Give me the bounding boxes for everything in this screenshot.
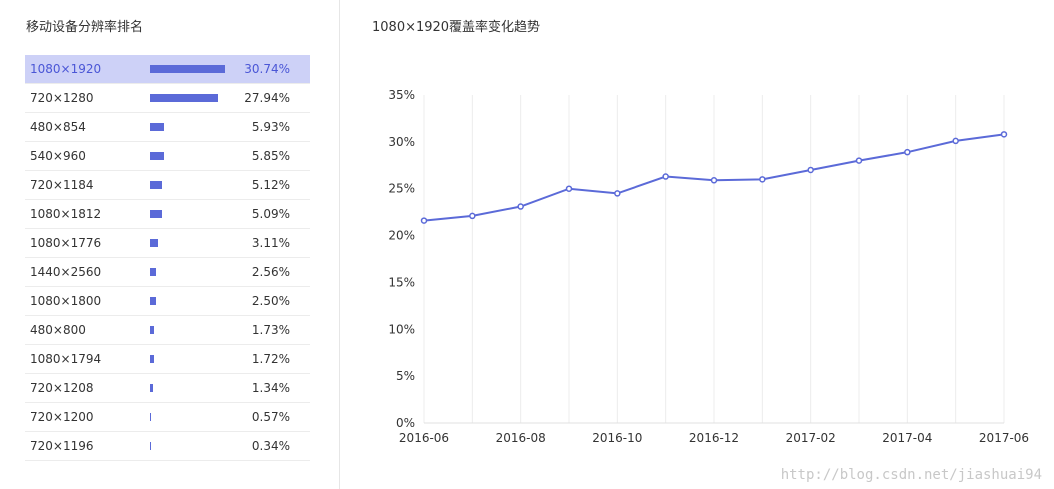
ranking-title: 移动设备分辨率排名 — [26, 20, 144, 35]
x-tick-label: 2016-06 — [399, 431, 449, 445]
coverage-trend-chart: 0% 5% 10% 15% 20% 25% 30% 35% 2016-06 2016-08 2016… — [388, 88, 1029, 445]
share-bar — [150, 152, 165, 160]
share-value: 30.74% — [244, 62, 290, 76]
share-value: 1.72% — [251, 352, 290, 366]
x-tick-label: 2017-02 — [786, 431, 836, 445]
y-tick-label: 30% — [388, 135, 415, 149]
share-bar — [150, 181, 163, 189]
share-value: 3.11% — [251, 236, 290, 250]
ranking-row[interactable]: 720×1196 0.34% — [25, 432, 310, 461]
y-tick-label: 20% — [388, 229, 415, 243]
ranking-row[interactable]: 480×800 1.73% — [25, 316, 310, 345]
data-point — [420, 217, 428, 224]
share-value: 5.93% — [251, 120, 290, 134]
resolution-name: 1080×1794 — [30, 352, 102, 366]
ranking-row[interactable]: 1080×1794 1.72% — [25, 345, 310, 374]
resolution-name: 720×1200 — [30, 410, 94, 424]
data-point — [662, 173, 669, 180]
y-tick-label: 10% — [388, 322, 415, 336]
x-tick-label: 2016-10 — [592, 431, 642, 445]
resolution-name: 540×960 — [30, 149, 86, 163]
panel-divider — [339, 0, 340, 489]
ranking-row[interactable]: 1080×1800 2.50% — [25, 287, 310, 316]
share-bar — [150, 268, 157, 276]
resolution-name: 720×1280 — [30, 91, 94, 105]
share-bar — [150, 94, 219, 102]
share-value: 5.85% — [251, 149, 290, 163]
ranking-row[interactable]: 480×854 5.93% — [25, 113, 310, 142]
y-tick-label: 25% — [388, 182, 415, 196]
share-bar — [150, 413, 152, 421]
data-point — [469, 212, 476, 220]
share-bar — [150, 123, 165, 131]
data-point — [517, 203, 524, 210]
resolution-name: 1080×1800 — [30, 294, 102, 308]
share-value: 1.73% — [251, 323, 290, 337]
data-point — [710, 177, 718, 184]
x-tick-label: 2017-06 — [979, 431, 1029, 445]
resolution-name: 1080×1812 — [30, 207, 102, 221]
ranking-row[interactable]: 720×1280 27.94% — [25, 84, 310, 113]
x-tick-label: 2016-12 — [689, 431, 739, 445]
share-value: 27.94% — [244, 91, 290, 105]
x-tick-label: 2016-08 — [496, 431, 546, 445]
ranking-row[interactable]: 1080×1920 30.74% — [25, 55, 310, 84]
data-point — [807, 166, 814, 174]
share-bar — [150, 210, 163, 218]
y-tick-label: 0% — [396, 416, 415, 430]
share-bar — [150, 326, 155, 334]
ranking-row[interactable]: 720×1200 0.57% — [25, 403, 310, 432]
ranking-row[interactable]: 720×1184 5.12% — [25, 171, 310, 200]
resolution-ranking-list: 1080×1920 30.74% 720×1280 27.94% 480×854 5.93… — [25, 55, 310, 461]
resolution-name: 720×1196 — [30, 439, 94, 453]
resolution-name: 1080×1920 — [30, 62, 102, 76]
data-point — [759, 176, 766, 183]
share-bar — [150, 355, 155, 363]
data-point — [952, 137, 959, 145]
resolution-name: 480×854 — [30, 120, 86, 134]
ranking-row[interactable]: 720×1208 1.34% — [25, 374, 310, 403]
resolution-name: 720×1208 — [30, 381, 94, 395]
share-value: 5.09% — [251, 207, 290, 221]
share-value: 0.34% — [251, 439, 290, 453]
resolution-name: 1440×2560 — [30, 265, 102, 279]
ranking-row[interactable]: 1080×1776 3.11% — [25, 229, 310, 258]
watermark: http://blog.csdn.net/jiashuai94 — [780, 467, 1042, 483]
share-value: 0.57% — [251, 410, 290, 424]
resolution-name: 480×800 — [30, 323, 86, 337]
ranking-row[interactable]: 540×960 5.85% — [25, 142, 310, 171]
share-value: 2.56% — [251, 265, 290, 279]
data-point — [904, 148, 911, 156]
resolution-name: 1080×1776 — [30, 236, 102, 250]
data-point — [565, 185, 573, 192]
share-bar — [150, 297, 157, 305]
ranking-row[interactable]: 1080×1812 5.09% — [25, 200, 310, 229]
y-tick-label: 5% — [396, 369, 415, 383]
x-tick-label: 2017-04 — [882, 431, 932, 445]
y-tick-label: 35% — [388, 88, 415, 102]
data-point — [855, 157, 863, 164]
share-bar — [150, 239, 158, 247]
y-tick-label: 15% — [388, 275, 415, 289]
share-bar — [150, 384, 154, 392]
share-bar — [150, 65, 225, 73]
chart-title: 1080×1920覆盖率变化趋势 — [372, 20, 541, 35]
share-value: 1.34% — [251, 381, 290, 395]
share-value: 5.12% — [251, 178, 290, 192]
share-value: 2.50% — [251, 294, 290, 308]
resolution-name: 720×1184 — [30, 178, 94, 192]
data-point — [1000, 131, 1008, 138]
ranking-row[interactable]: 1440×2560 2.56% — [25, 258, 310, 287]
data-point — [614, 190, 621, 197]
share-bar — [150, 442, 151, 450]
